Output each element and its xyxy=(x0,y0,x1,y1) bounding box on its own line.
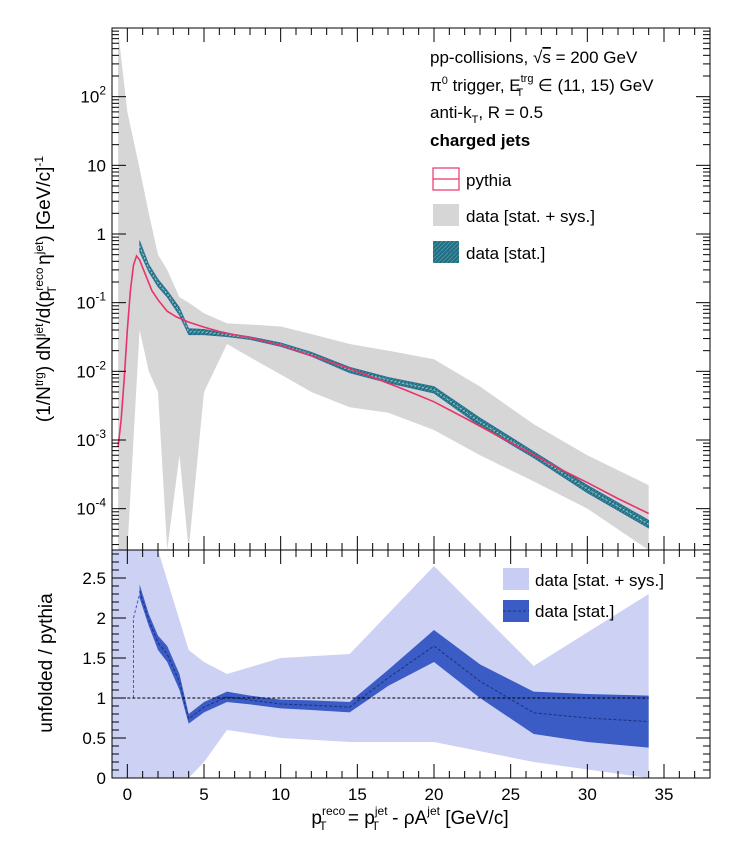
bottom-y-axis: 0 0.5 1 1.5 2 2.5 xyxy=(82,553,710,788)
top-y-tick-label: 10-3 xyxy=(76,427,106,450)
bottom-legend-item-stat-sys: data [stat. + sys.] xyxy=(503,568,664,590)
x-tick-label: 0 xyxy=(123,785,132,804)
annotation-trigger: π0 trigger, Etrg T ∈ (11, 15) GeV xyxy=(430,73,654,99)
top-y-tick-label: 10-4 xyxy=(76,496,106,519)
bottom-panel: 0 0.5 1 1.5 2 2.5 0 5 10 15 20 25 30 35 unfolded / p… xyxy=(36,549,711,833)
bottom-y-tick-label: 0 xyxy=(97,769,106,788)
bottom-y-axis-label: unfolded / pythia xyxy=(36,593,57,733)
x-tick-label: 10 xyxy=(271,785,290,804)
x-tick-label: 35 xyxy=(655,785,674,804)
legend-swatch-stat-sys xyxy=(433,204,459,226)
bottom-stat-central-line xyxy=(139,591,649,723)
x-tick-label: 20 xyxy=(425,785,444,804)
x-tick-label: 5 xyxy=(199,785,208,804)
top-y-axis-label: (1/Ntrg) dNjet/d(precoT ηjet) [GeV/c]-1 xyxy=(32,156,59,422)
top-y-axis: 10-4 10-3 10-2 10-1 1 10 102 xyxy=(76,27,710,546)
bottom-legend-swatch-stat-sys xyxy=(503,568,529,590)
top-x-ticks xyxy=(126,28,696,550)
bottom-band-stat xyxy=(139,584,649,748)
bottom-y-tick-label: 1.5 xyxy=(82,649,106,668)
x-tick-label: 30 xyxy=(578,785,597,804)
top-panel: 10-4 10-3 10-2 10-1 1 10 102 (1/Ntrg) dNjet/d(… xyxy=(32,27,711,551)
x-tick-label: 15 xyxy=(348,785,367,804)
x-axis-label: preco T = pjet T - ρAjet [GeV/c] xyxy=(311,804,508,833)
bottom-y-tick-label: 0.5 xyxy=(82,729,106,748)
bottom-legend-item-stat: data [stat.] xyxy=(503,600,614,622)
legend-item-stat-sys: data [stat. + sys.] xyxy=(433,204,595,226)
top-lines xyxy=(117,246,650,525)
bottom-y-tick-label: 1 xyxy=(97,689,106,708)
bottom-x-axis: 0 5 10 15 20 25 30 35 xyxy=(123,550,696,804)
bottom-legend-label-stat-sys: data [stat. + sys.] xyxy=(535,571,664,590)
pythia-line xyxy=(117,254,650,515)
bottom-y-tick-label: 2 xyxy=(97,609,106,628)
bottom-frame xyxy=(111,549,711,779)
legend-item-stat: data [stat.] xyxy=(433,241,545,263)
legend-label-stat-sys: data [stat. + sys.] xyxy=(466,207,595,226)
top-y-tick-label: 10-1 xyxy=(76,290,106,313)
top-y-tick-label: 10-2 xyxy=(76,358,106,381)
annotation-jets: charged jets xyxy=(430,131,530,150)
top-bands xyxy=(118,31,649,550)
band-stat-sys xyxy=(118,31,649,550)
top-legend: pythia data [stat. + sys.] data [stat.] xyxy=(432,167,595,263)
legend-label-pythia: pythia xyxy=(466,171,512,190)
annotation-block: pp-collisions, √s = 200 GeV π0 trigger, … xyxy=(430,48,654,150)
legend-label-stat: data [stat.] xyxy=(466,244,545,263)
bottom-y-tick-label: 2.5 xyxy=(82,569,106,588)
top-y-tick-label: 102 xyxy=(80,84,106,107)
bottom-stat-edge-line xyxy=(132,593,141,698)
bottom-legend: data [stat. + sys.] data [stat.] xyxy=(503,568,664,622)
top-y-tick-label: 10 xyxy=(87,156,106,175)
x-tick-label: 25 xyxy=(501,785,520,804)
bottom-bands xyxy=(112,550,649,778)
annotation-collisions: pp-collisions, √s = 200 GeV xyxy=(430,48,638,67)
top-y-tick-label: 1 xyxy=(97,225,106,244)
annotation-algorithm: anti-kT, R = 0.5 xyxy=(430,103,543,126)
bottom-legend-label-stat: data [stat.] xyxy=(535,602,614,621)
band-stat xyxy=(139,240,649,529)
legend-item-pythia: pythia xyxy=(432,167,512,191)
